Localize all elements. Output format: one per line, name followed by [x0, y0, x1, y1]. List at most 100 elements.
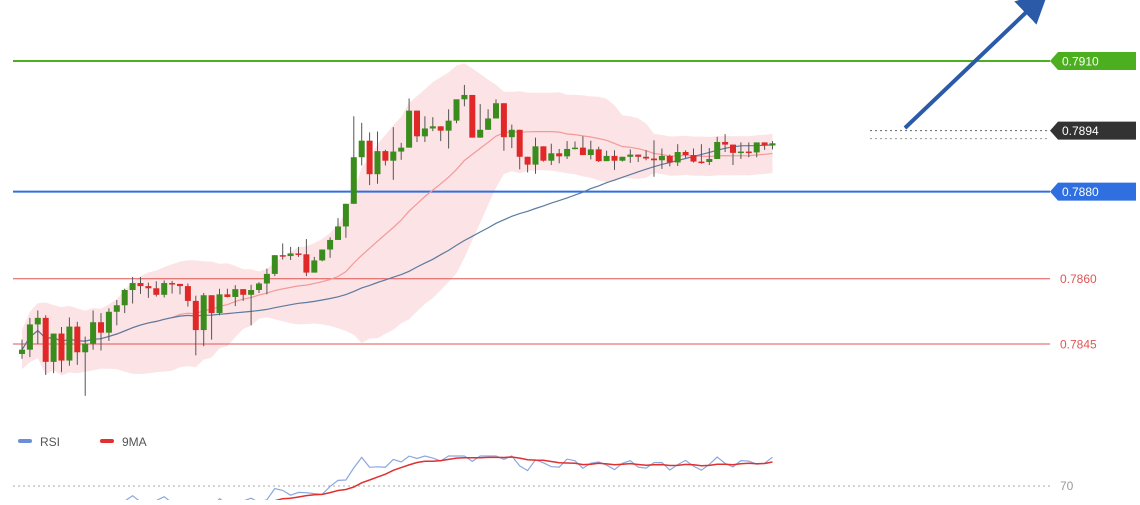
candle-body	[548, 153, 555, 161]
rsi-9ma-line	[145, 456, 773, 505]
candle-body	[240, 289, 247, 295]
candle-body	[421, 128, 428, 137]
candle-body	[82, 343, 89, 353]
candle-body	[232, 289, 239, 297]
candle-body	[169, 283, 176, 285]
candle-body	[177, 283, 183, 287]
candle-body	[311, 260, 318, 273]
candle-body	[429, 126, 436, 129]
candle-body	[200, 295, 207, 331]
candle-body	[769, 143, 776, 146]
candle-body	[137, 283, 144, 287]
candle-body	[34, 317, 41, 325]
legend-label-9ma: 9MA	[122, 435, 147, 449]
candle-body	[532, 146, 539, 165]
rsi-70-label: 70	[1060, 479, 1074, 493]
candle-body	[256, 283, 262, 291]
candle-body	[50, 333, 57, 362]
price-levels	[13, 60, 1050, 345]
candle-body	[524, 156, 531, 165]
candle-body	[113, 305, 120, 312]
candle-body	[26, 324, 33, 350]
candle-body	[208, 295, 215, 314]
candle-body	[19, 349, 25, 355]
candle-body	[611, 155, 618, 161]
candle-body	[342, 203, 349, 227]
legend-swatch-rsi	[18, 439, 32, 443]
candle-body	[761, 142, 768, 146]
candle-body	[516, 129, 523, 157]
candle-body	[643, 156, 650, 159]
bollinger-band-area	[22, 63, 773, 376]
candle-body	[192, 300, 199, 331]
candle-body	[674, 151, 681, 163]
candle-body	[327, 239, 334, 250]
candle-body	[319, 249, 326, 261]
candle-body	[651, 158, 657, 161]
candle-body	[374, 151, 381, 175]
candle-body	[564, 148, 571, 157]
candle-body	[500, 103, 507, 138]
forecast-arrow	[903, 0, 1049, 130]
candle-body	[335, 226, 341, 240]
candle-body	[398, 147, 405, 152]
candle-body	[603, 155, 610, 162]
candle-body	[461, 94, 468, 100]
candle-body	[714, 141, 721, 159]
candle-body	[698, 161, 705, 164]
candle-body	[358, 140, 365, 158]
candle-body	[627, 154, 634, 157]
candle-body	[658, 155, 665, 161]
price-tag-label-0-7894: 0.7894	[1062, 124, 1099, 138]
legend-label-rsi: RSI	[40, 435, 60, 449]
rsi-line	[120, 455, 773, 505]
candle-body	[271, 255, 278, 274]
candle-body	[74, 326, 81, 353]
price-label-0-7845: 0.7845	[1060, 338, 1097, 352]
candle-body	[722, 141, 729, 145]
moving-averages	[21, 130, 773, 351]
candle-body	[145, 286, 152, 289]
price-label-0-7860: 0.7860	[1060, 272, 1097, 286]
candle-body	[469, 94, 476, 138]
candle-body	[437, 126, 444, 131]
price-tag-0-7894	[1050, 121, 1136, 140]
candle-body	[390, 151, 397, 161]
candle-body	[666, 155, 673, 163]
price-tag-label-0-7910: 0.7910	[1062, 55, 1099, 69]
bollinger-band	[22, 63, 773, 376]
candle-body	[690, 155, 697, 162]
legend: RSI 9MA	[18, 435, 147, 449]
candle-body	[445, 120, 452, 131]
candle-body	[635, 154, 642, 157]
candle-body	[540, 146, 547, 161]
candle-body	[587, 149, 594, 156]
candle-body	[161, 283, 168, 295]
price-tag-0-7880	[1050, 182, 1136, 201]
candle-body	[216, 294, 223, 314]
price-tag-0-7910	[1050, 52, 1136, 70]
candle-body	[619, 156, 626, 161]
candle-body	[66, 326, 73, 361]
candlesticks	[19, 84, 776, 396]
candle-body	[382, 151, 389, 161]
candle-body	[224, 294, 231, 297]
candle-body	[572, 147, 578, 150]
legend-swatch-9ma	[100, 439, 114, 443]
candle-body	[121, 290, 128, 306]
price-tag-label-0-7880: 0.7880	[1062, 185, 1099, 199]
candle-body	[485, 118, 492, 130]
candle-body	[184, 286, 191, 301]
candle-body	[477, 129, 484, 138]
candle-body	[366, 140, 373, 175]
candle-body	[414, 110, 420, 137]
candle-body	[595, 149, 602, 162]
candle-body	[129, 283, 136, 291]
candle-body	[295, 253, 302, 255]
candle-body	[453, 99, 460, 121]
candle-body	[42, 317, 49, 362]
candle-body	[90, 322, 97, 344]
rsi-panel: 70	[13, 455, 1074, 505]
price-tags: 0.7910 0.7894 0.7880 0.7860 0.7845	[1050, 52, 1136, 352]
